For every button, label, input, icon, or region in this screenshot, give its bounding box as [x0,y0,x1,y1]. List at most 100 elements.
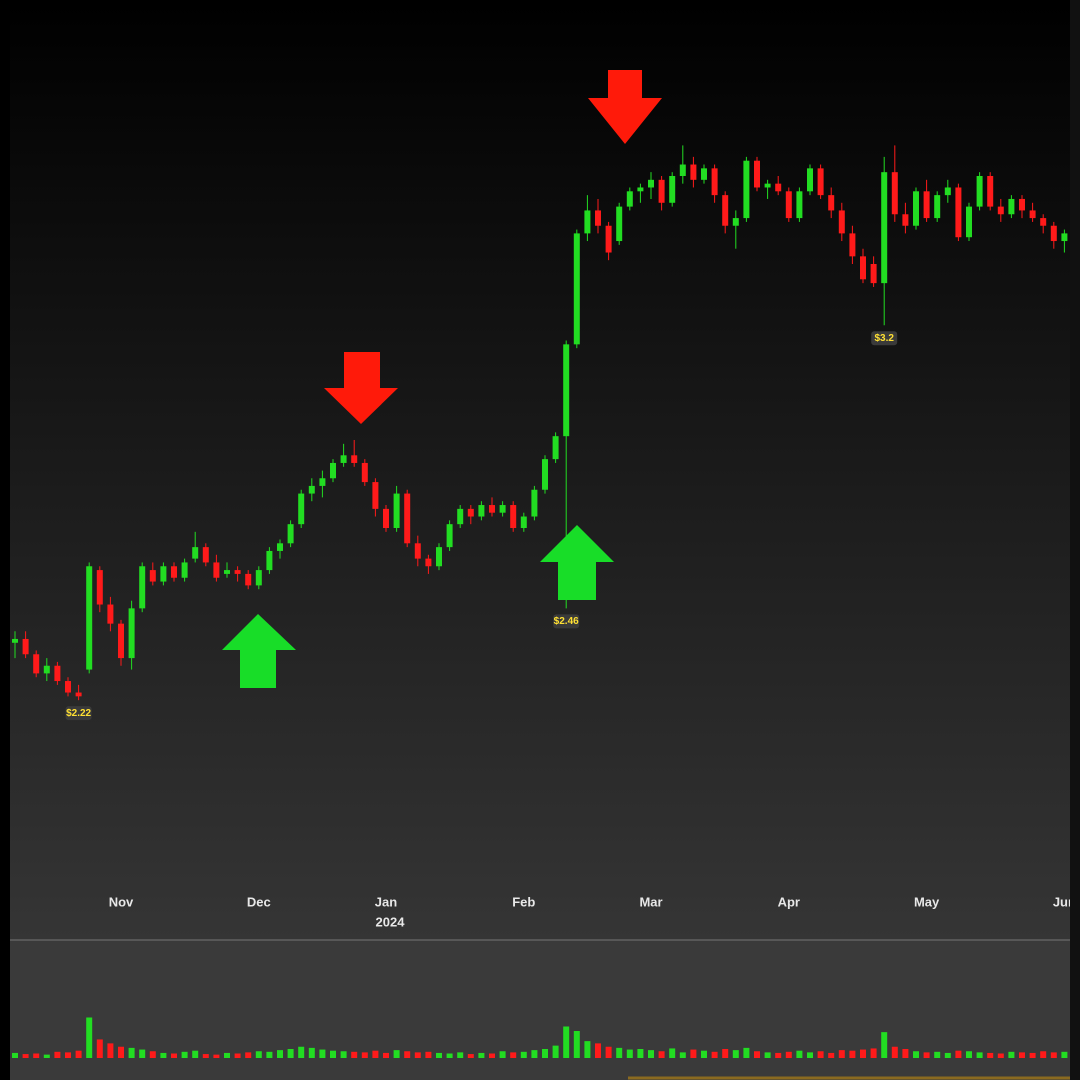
candle-body [775,183,782,192]
volume-bar [298,1046,305,1058]
volume-bar [266,1051,273,1058]
volume-bar [255,1051,262,1058]
candle-body [658,179,665,203]
volume-bar [849,1050,856,1058]
volume-bar [308,1047,315,1058]
volume-bar [446,1053,453,1058]
candle-body [616,206,623,242]
volume-bar [966,1051,972,1058]
volume-bar [467,1054,474,1058]
candle-body [340,455,347,463]
volume-bar [743,1047,750,1058]
candle-body [245,573,252,586]
volume-bar [1050,1052,1057,1058]
volume-bar [414,1052,421,1058]
volume-bar [202,1054,209,1058]
volume-bar [934,1051,941,1058]
volume-bar [881,1032,888,1058]
candle-body [489,505,495,513]
candle-body [690,164,697,180]
x-tick-label: Apr [778,894,800,909]
label-bg [553,614,580,629]
volume-bar [489,1053,495,1058]
volume-bar [160,1052,167,1058]
candle-body [224,570,230,574]
down-arrow [324,352,398,424]
candle-body [711,168,718,196]
candle-body [436,547,442,567]
candle-body [160,566,167,582]
volume-bar [605,1046,612,1058]
volume-bar [987,1052,994,1058]
volume-bar [12,1052,18,1058]
candle-body [1029,210,1036,219]
volume-bar [192,1050,199,1058]
volume-bar [22,1054,29,1058]
volume-bar [1008,1051,1015,1058]
candle-body [997,206,1004,215]
volume-bar [563,1026,570,1058]
volume-bar [351,1051,358,1058]
volume-bar [870,1048,877,1058]
candle-body [22,638,29,655]
volume-bar [679,1052,686,1058]
candle-body [679,164,686,176]
volume-bar [1040,1051,1047,1058]
candle-body [213,562,220,578]
candle-body [531,489,538,517]
candle-body [128,608,135,659]
candle-body [542,459,548,490]
candle-body [457,508,464,525]
candle-body [701,168,707,180]
candle-body [43,665,50,674]
x-tick-label: Jan [375,894,397,909]
candle-body [732,218,739,226]
x-tick-label: Feb [512,894,535,909]
volume-panel [10,940,1070,1080]
candle-body [234,570,241,574]
volume-bar [330,1050,336,1058]
volume-bar [393,1050,400,1058]
candle-body [319,478,326,486]
volume-bar [118,1046,124,1058]
volume-bar [637,1049,644,1058]
candle-body [1040,218,1047,226]
candle-body [796,191,803,219]
candle-body [96,570,103,605]
volume-bar [775,1052,782,1058]
x-tick-label: Dec [247,894,271,909]
volume-bar [383,1052,389,1058]
candle-body [1061,233,1068,242]
volume-bar [573,1031,580,1058]
candle-body [75,692,82,697]
candle-body [828,195,835,211]
candle-body [351,455,358,463]
candle-body [298,493,305,525]
volume-bar [891,1046,898,1058]
candle-body [764,183,771,188]
candle-body [277,543,283,551]
volume-bar [171,1053,177,1058]
candle-body [754,160,760,188]
low-label: $2.22 [66,708,91,719]
candle-body [976,176,983,207]
volume-bar [648,1050,654,1058]
volume-bar [478,1052,485,1058]
volume-bar [838,1050,845,1058]
candle-body [573,233,580,345]
candle-body [807,168,813,192]
volume-bar [860,1049,866,1058]
volume-bar [234,1053,241,1058]
volume-bar [181,1051,188,1058]
price-panel [10,0,1070,940]
volume-bar [828,1052,835,1058]
low-label: $3.2 [874,333,894,344]
candle-body [33,654,40,674]
volume-bar [520,1051,527,1058]
volume-bar [319,1049,326,1058]
volume-bar [764,1052,771,1058]
candle-body [425,558,432,567]
volume-bar [722,1049,729,1058]
